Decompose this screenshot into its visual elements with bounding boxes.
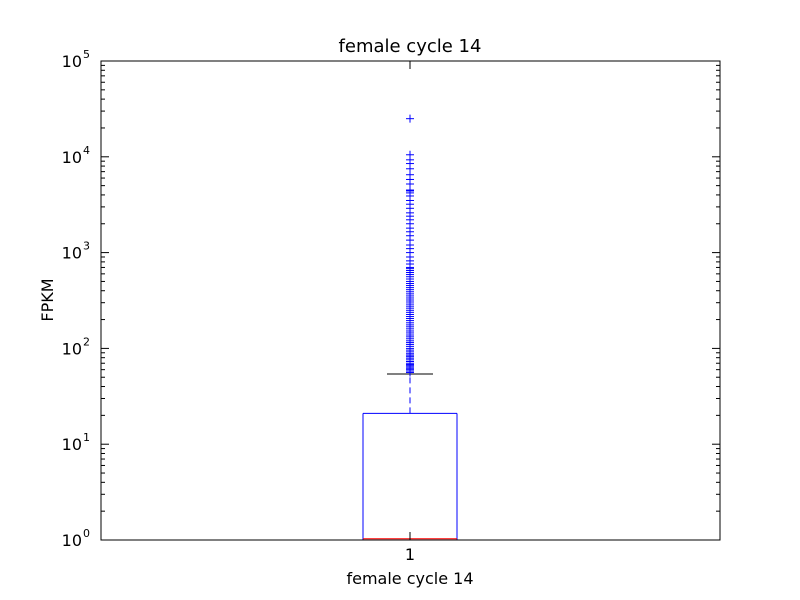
y-tick-label: 10 [62,339,82,358]
y-tick-label: 10 [62,435,82,454]
y-tick-label: 10 [62,52,82,71]
x-axis-label: female cycle 14 [346,569,473,588]
chart-title: female cycle 14 [339,36,482,57]
outlier-point [406,114,414,123]
y-tick-label: 10 [62,148,82,167]
y-tick-exponent: 1 [83,431,90,444]
y-tick-exponent: 4 [83,144,90,157]
y-tick-label: 10 [62,531,82,550]
outlier-point [406,150,414,159]
y-tick-exponent: 3 [83,240,90,253]
y-tick-exponent: 2 [83,335,90,348]
plot-frame [100,60,721,541]
y-tick-exponent: 5 [83,48,90,61]
y-axis-label: FPKM [38,278,57,321]
x-tick-label: 1 [405,545,415,564]
y-tick-label: 10 [62,244,82,263]
y-tick-exponent: 0 [83,527,90,540]
